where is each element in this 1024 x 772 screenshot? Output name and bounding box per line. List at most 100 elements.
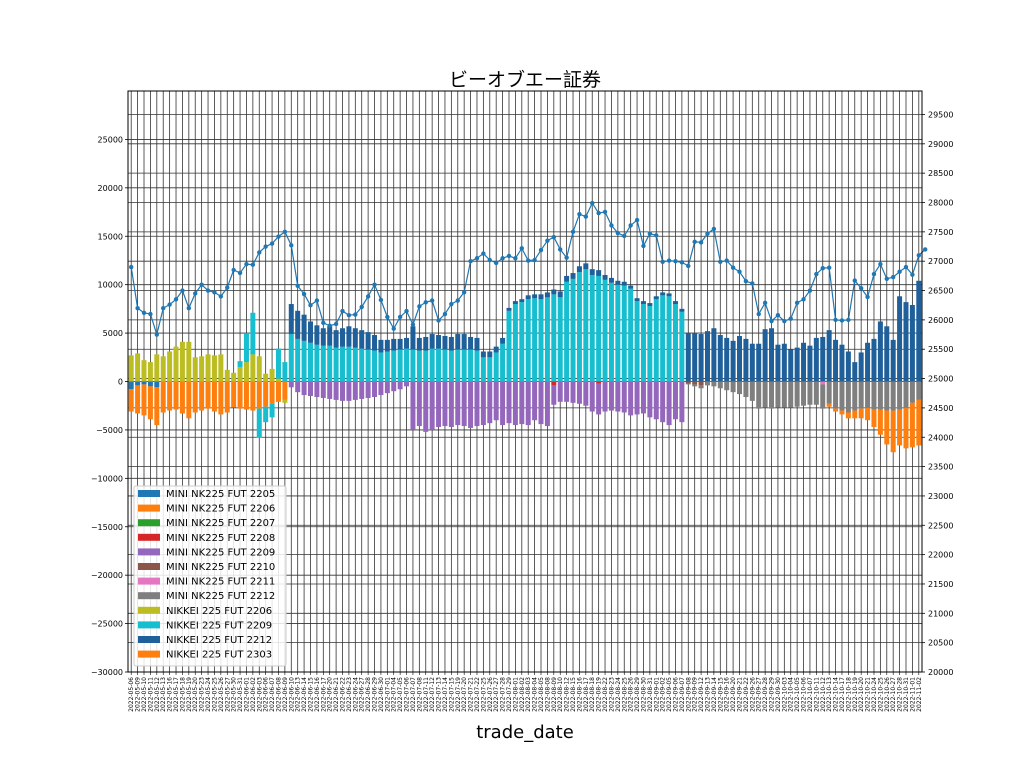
price-point [276,234,281,239]
legend-swatch [138,592,160,600]
bar [826,381,832,404]
bar [672,304,678,382]
bar [583,269,589,382]
bar [352,381,358,400]
price-point [782,318,787,324]
bar [557,381,563,402]
bar [282,362,288,382]
bar [237,366,243,382]
bar [282,381,288,400]
bar [557,291,563,298]
bar [538,294,544,300]
x-axis-tick-label: 2022-10-04 [788,677,795,712]
price-point [321,320,326,326]
x-axis-tick-label: 2022-06-10 [288,677,295,712]
bar [890,381,896,411]
bar [865,381,871,408]
price-point [269,241,275,246]
bar [756,381,762,409]
price-point [346,312,352,318]
bar [820,384,826,409]
bar [461,349,467,382]
price-point [628,223,633,228]
bar [352,347,358,382]
bar [480,357,486,382]
bar [404,348,410,382]
bar [749,381,755,401]
bar [877,409,883,435]
legend-swatch [138,606,160,614]
price-point [532,257,537,263]
price-point [884,276,889,281]
legend-swatch [138,636,160,643]
bar [737,381,743,395]
left-axis-tick-label: 5000 [103,329,123,338]
bar [160,381,166,413]
x-axis-tick-label: 2022-07-14 [442,677,449,712]
price-point [577,212,582,217]
bar [243,362,249,382]
x-axis-tick-label: 2022-08-16 [576,677,583,712]
bar [762,329,768,382]
bar [602,279,608,382]
bar [692,333,698,382]
bar [743,338,749,382]
price-point [718,259,723,264]
bar [852,362,858,382]
bar [775,381,781,408]
bar [288,304,294,335]
bar [378,339,384,353]
legend-swatch [138,650,160,658]
x-axis-tick-label: 2022-10-05 [794,677,801,712]
x-axis-tick-label: 2022-08-09 [551,677,558,712]
x-axis-tick-label: 2022-08-05 [538,677,545,712]
bar [769,381,775,409]
right-axis-tick-label: 20500 [928,639,953,648]
bar [672,301,678,305]
x-axis-tick-label: 2022-09-20 [730,677,737,712]
legend-label: MINI NK225 FUT 2205 [166,489,275,500]
bar [128,389,134,412]
bar [589,274,595,382]
bar [532,298,538,382]
bar [442,381,448,427]
price-point [141,310,147,316]
x-axis-tick-label: 2022-09-01 [653,677,660,712]
bar [525,299,531,382]
price-point [839,318,845,323]
bar [365,381,371,398]
bar [391,350,397,382]
x-axis-tick-label: 2022-06-23 [346,677,353,712]
x-axis-tick-label: 2022-08-08 [544,677,551,712]
x-axis-tick-label: 2022-09-02 [660,677,667,712]
bar [596,383,602,415]
price-point [500,256,505,261]
bar [845,412,851,419]
bar [474,381,480,427]
x-axis-tick-label: 2022-05-26 [218,677,225,712]
bar [365,349,371,382]
bar [788,381,794,408]
left-axis-tick-label: 0 [118,378,123,387]
x-axis-tick-label: 2022-08-19 [596,677,603,712]
bar [512,381,518,426]
x-axis-tick-label: 2022-06-28 [365,677,372,712]
bar [679,381,685,423]
bar [237,381,243,409]
x-axis-tick-label: 2022-08-15 [570,677,577,712]
bar [564,275,570,282]
x-axis-tick-label: 2022-06-24 [352,677,359,712]
x-axis-tick-label: 2022-07-19 [455,677,462,712]
x-axis-tick-label: 2022-09-12 [698,677,705,712]
x-axis-tick-label: 2022-10-12 [820,677,827,712]
x-axis-tick-label: 2022-06-15 [307,677,314,712]
bar [295,381,301,393]
bar [256,356,262,382]
price-point [180,288,185,293]
price-point [186,305,192,311]
bar [269,403,275,418]
bar [877,321,883,382]
bar [640,381,646,414]
bar [826,330,832,382]
bar [602,274,608,280]
